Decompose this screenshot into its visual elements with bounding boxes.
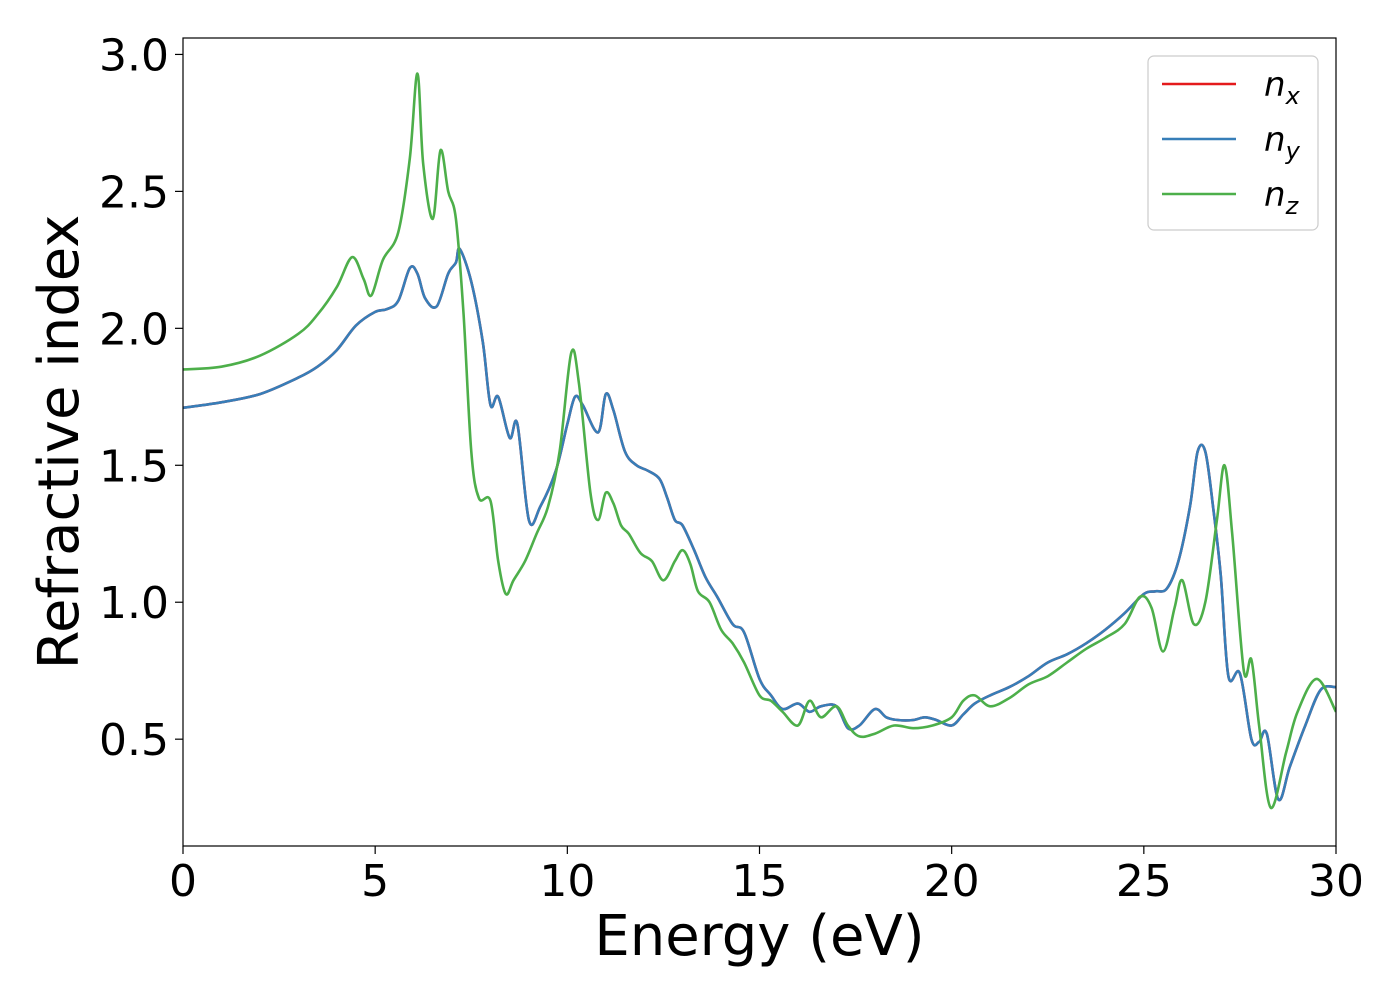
y-axis-ticks: 0.5 1.0 1.5 2.0 2.5 3.0	[99, 30, 183, 766]
legend-box	[1147, 55, 1319, 231]
x-tick-label: 20	[924, 856, 980, 907]
x-tick-label: 15	[732, 856, 788, 907]
x-tick-label: 25	[1116, 856, 1172, 907]
series-line-n-y	[183, 247, 1336, 802]
series-line-n-z	[183, 72, 1336, 810]
legend-label-n-z: nz	[1264, 175, 1300, 220]
x-tick-label: 0	[169, 856, 197, 907]
x-tick-label: 10	[539, 856, 595, 907]
x-axis-ticks: 0 5 10 15 20 25 30	[169, 846, 1364, 907]
y-tick-label: 3.0	[99, 30, 169, 81]
y-tick-label: 0.5	[99, 715, 169, 766]
y-tick-label: 2.0	[99, 304, 169, 355]
x-tick-label: 5	[361, 856, 389, 907]
x-axis-label: Energy (eV)	[594, 904, 924, 969]
y-tick-label: 1.0	[99, 578, 169, 629]
y-tick-label: 1.5	[99, 441, 169, 492]
x-tick-label: 30	[1308, 856, 1364, 907]
series-layer	[183, 72, 1336, 810]
legend-label-n-y: ny	[1264, 120, 1301, 165]
legend: nx ny nz	[1147, 55, 1319, 231]
y-axis-label: Refractive index	[27, 215, 92, 670]
legend-label-n-x: nx	[1264, 65, 1301, 110]
y-tick-label: 2.5	[99, 167, 169, 218]
